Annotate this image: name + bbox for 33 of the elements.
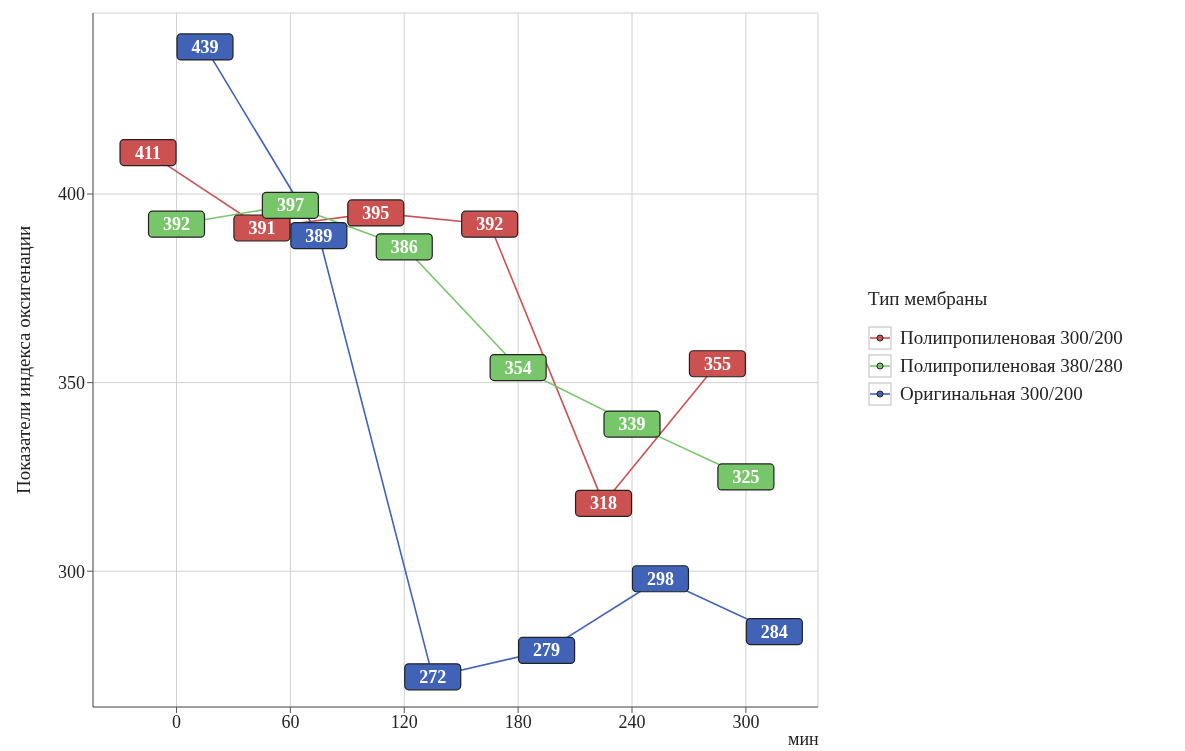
data-label: 298	[646, 568, 674, 589]
data-label: 411	[135, 142, 162, 163]
data-label: 391	[248, 217, 276, 238]
data-label: 339	[618, 414, 646, 435]
y-tick-label: 400	[58, 184, 85, 205]
data-label: 354	[504, 357, 532, 378]
y-tick-label: 300	[58, 561, 85, 582]
x-tick-label: 60	[281, 711, 300, 732]
x-tick-label: 240	[618, 711, 646, 732]
x-tick-label: 180	[504, 711, 532, 732]
data-label: 389	[305, 225, 333, 246]
data-label: 279	[533, 640, 561, 661]
legend-label: Оригинальная 300/200	[900, 383, 1083, 405]
y-tick-label: 350	[58, 373, 85, 394]
data-label: 392	[163, 214, 191, 235]
x-tick-label: 0	[172, 711, 182, 732]
data-label: 284	[760, 621, 788, 642]
legend-label: Полипропиленовая 300/200	[900, 327, 1123, 349]
x-tick-label: 300	[732, 711, 760, 732]
data-label: 318	[590, 493, 618, 514]
data-label: 439	[191, 36, 219, 57]
data-label: 397	[276, 195, 304, 216]
legend-title: Тип мембраны	[868, 288, 989, 310]
data-label: 395	[362, 202, 390, 223]
data-label: 325	[732, 466, 760, 487]
x-axis-title: мин	[788, 729, 820, 750]
x-tick-label: 120	[390, 711, 418, 732]
data-label: 392	[476, 214, 504, 235]
y-axis-title: Показатели индекса оксигенации	[12, 225, 34, 495]
data-label: 386	[390, 236, 418, 257]
data-label: 355	[703, 353, 731, 374]
legend-label: Полипропиленовая 380/280	[900, 355, 1123, 377]
data-label: 272	[419, 666, 447, 687]
